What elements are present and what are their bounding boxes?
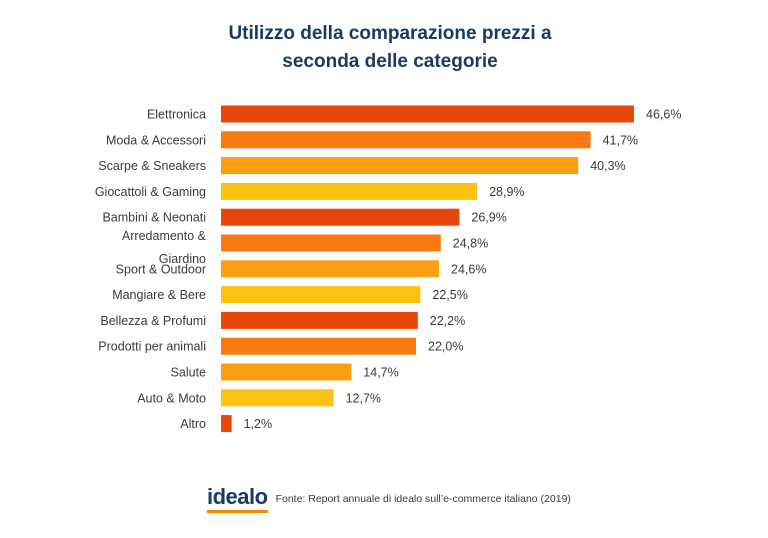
value-label: 46,6% [646,108,681,122]
category-label: Auto & Moto [137,391,206,405]
category-label: Scarpe & Sneakers [98,159,206,173]
category-label: Mangiare & Bere [112,288,206,302]
category-label: Prodotti per animali [98,340,206,354]
source-note: Fonte: Report annuale di idealo sull’e-c… [275,493,571,505]
bar-chart: Elettronica 46,6% Moda & Accessori 41,7% Sca… [95,105,681,433]
category-label: Arredamento & Giardino [122,229,207,266]
chart-title: Utilizzo della comparazione prezzi a sec… [0,20,768,76]
value-label: 24,8% [453,237,488,251]
category-label: Bambini & Neonati [102,211,206,225]
bar-3 [221,182,478,200]
category-label: Altro [180,417,206,431]
category-label: Moda & Accessori [106,133,206,147]
idealo-logo: idealo [207,483,268,513]
value-label: 22,0% [428,340,463,354]
bar-2 [221,157,579,175]
category-label: Bellezza & Profumi [100,314,206,328]
chart-title-line-2: seconda delle categorie [282,51,498,72]
bar-1 [221,131,591,149]
category-label: Sport & Outdoor [116,262,206,276]
idealo-logo-underline [207,509,268,513]
bar-8 [221,311,418,329]
category-label: Giocattoli & Gaming [95,185,206,199]
value-label: 41,7% [603,133,638,147]
value-label: 14,7% [363,366,398,380]
footer: idealo Fonte: Report annuale di idealo s… [207,483,571,513]
value-label: 40,3% [590,159,625,173]
value-label: 26,9% [471,211,506,225]
value-label: 22,2% [430,314,465,328]
category-label: Elettronica [147,108,206,122]
bar-12 [221,415,232,433]
chart-title-line-1: Utilizzo della comparazione prezzi a [228,23,552,44]
idealo-logo-text: idealo [207,483,268,509]
category-label: Salute [171,366,206,380]
bar-9 [221,337,416,355]
value-label: 1,2% [244,417,273,431]
bar-10 [221,363,352,381]
bar-6 [221,260,439,278]
bar-7 [221,286,421,304]
value-label: 22,5% [432,288,467,302]
bar-0 [221,105,634,123]
value-label: 28,9% [489,185,524,199]
value-label: 12,7% [346,391,381,405]
bar-11 [221,389,334,407]
value-label: 24,6% [451,262,486,276]
bar-5 [221,234,441,252]
bar-4 [221,208,460,226]
